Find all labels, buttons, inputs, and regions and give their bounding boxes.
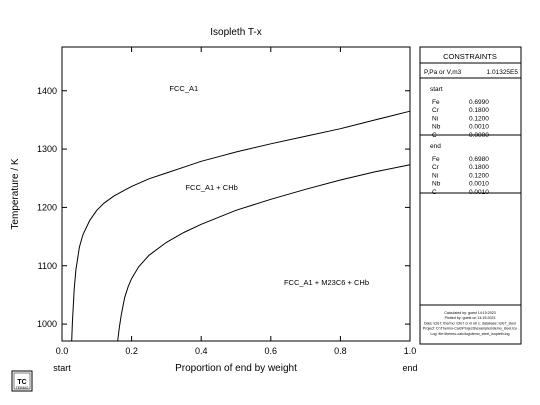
thermocalc-logo: TC TERMO [11,370,33,392]
phase-region-label: FCC_A1 [169,84,198,93]
element-symbol: C [432,189,437,196]
footer-line: Log: file:\thermo-calc\log\demo_steel_is… [431,332,510,336]
element-symbol: Fe [432,99,440,106]
footer-line: Calculated by: guest 14:15:2023 [444,311,496,315]
phase-region-label: FCC_A1 + M23C6 + CHb [284,278,369,287]
element-fraction: 0.1800 [469,107,489,114]
element-fraction: 0.0010 [469,189,489,196]
y-axis-label: Temperature / K [10,158,21,229]
y-tick-label: 1300 [37,144,57,154]
element-symbol: C [432,132,437,139]
x-tick-label: 0.2 [125,346,138,356]
element-fraction: 0.1800 [469,164,489,171]
element-fraction: 0.1200 [469,172,489,179]
footer-line: Plotted by: guest on 14:15:2023 [445,316,496,320]
element-symbol: Nb [432,181,441,188]
y-tick-label: 1400 [37,86,57,96]
element-symbol: Ni [432,172,438,179]
x-axis-label: Proportion of end by weight [175,363,297,374]
element-fraction: 0.6990 [469,99,489,106]
logo-subtext: TERMO [16,386,29,390]
phase-region-label: FCC_A1 + CHb [185,183,237,192]
element-fraction: 0.0000 [469,132,489,139]
phase-boundary-line-2 [117,164,411,342]
x-tick-label: 0.8 [334,346,347,356]
y-tick-label: 1100 [38,261,57,271]
pressure-value: 1.01325E5 [487,69,519,76]
element-symbol: Fe [432,156,440,163]
x-tick-label: 1.0 [404,346,417,356]
element-symbol: Cr [432,164,440,171]
footer-line: Project: D:\Thermo-Calc\Projects\example… [423,327,517,331]
phase-region-labels: FCC_A1 FCC_A1 + CHb FCC_A1 + M23C6 + CHb [169,84,369,287]
constraints-title: CONSTRAINTS [443,52,497,61]
element-fraction: 0.1200 [469,115,489,122]
element-fraction: 0.0010 [469,181,489,188]
pressure-label: P,Pa or V,m3 [424,69,462,76]
element-symbol: Cr [432,107,440,114]
x-tick-label: 0.6 [265,346,278,356]
plot-title: Isopleth T-x [210,27,262,38]
start-composition: Fe 0.6990 Cr 0.1800 Ni 0.1200 Nb 0.0010 C 0.0000 [432,99,489,139]
logo-text: TC [17,379,26,386]
y-ticks: 1000 1100 1200 1300 1400 [37,86,410,329]
element-fraction: 0.6980 [469,156,489,163]
y-tick-label: 1200 [37,202,57,212]
x-ticks: 0.0 0.2 0.4 0.6 0.8 1.0 [56,47,417,356]
x-start-label: start [53,363,71,373]
constraints-panel: CONSTRAINTS P,Pa or V,m3 1.01325E5 start… [419,46,522,345]
end-composition: Fe 0.6980 Cr 0.1800 Ni 0.1200 Nb 0.0010 C 0.0010 [432,156,489,196]
phase-boundary-line-1 [71,110,411,342]
start-section-label: start [430,86,443,93]
phase-boundaries [71,110,411,342]
footer-line: Data: tcfe7; thermo: tcfe7 cr ni nb c; d… [424,321,516,325]
x-tick-label: 0.4 [195,346,208,356]
y-tick-label: 1000 [37,319,57,329]
element-symbol: Ni [432,115,438,122]
x-tick-label: 0.0 [56,346,69,356]
end-section-label: end [430,143,441,150]
element-symbol: Nb [432,124,441,131]
plot-frame [61,46,411,342]
element-fraction: 0.0010 [469,124,489,131]
x-end-label: end [402,363,417,373]
